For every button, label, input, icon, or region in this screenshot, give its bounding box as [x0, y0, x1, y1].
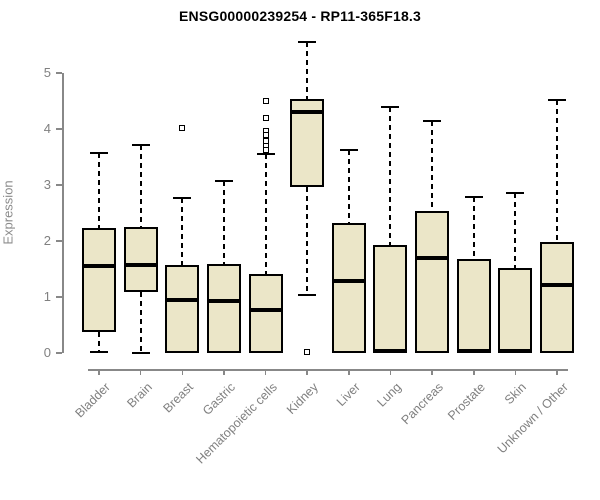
box-hematopoietic-cells-upper-cap: [256, 153, 275, 156]
box-skin-iqr-box: [498, 267, 533, 353]
y-tick: [56, 296, 62, 298]
box-skin-upper-cap: [506, 191, 525, 194]
chart-title: ENSG00000239254 - RP11-365F18.3: [178, 8, 422, 24]
box-pancreas-upper-cap: [423, 120, 442, 123]
box-bladder-upper-whisker: [98, 152, 100, 229]
box-pancreas-iqr-box: [415, 210, 450, 353]
box-lung-median-line: [373, 349, 408, 354]
y-tick: [56, 240, 62, 242]
x-tick: [514, 369, 517, 375]
box-hematopoietic-cells-outlier-point: [262, 98, 269, 104]
box-brain-upper-cap: [131, 144, 150, 147]
x-tick: [181, 369, 184, 375]
box-hematopoietic-cells-outlier-point: [262, 131, 269, 138]
x-tick: [389, 369, 392, 375]
y-tick: [56, 352, 62, 354]
y-tick-label: 1: [43, 289, 51, 304]
box-bladder-lower-cap: [90, 350, 108, 353]
box-liver-upper-cap: [339, 148, 358, 151]
box-kidney-upper-whisker: [306, 42, 309, 99]
box-breast-iqr-box: [165, 265, 200, 353]
box-unknown-other-iqr-box: [540, 242, 575, 353]
box-skin-upper-whisker: [514, 192, 517, 268]
box-breast-median-line: [165, 297, 200, 302]
box-gastric-median-line: [206, 298, 241, 303]
y-tick-label: 0: [43, 345, 51, 360]
y-tick-label: 5: [43, 65, 51, 80]
x-tick: [473, 369, 475, 375]
box-hematopoietic-cells-outlier-point: [262, 147, 269, 154]
box-hematopoietic-cells-upper-whisker: [264, 154, 267, 275]
x-tick: [223, 369, 225, 375]
box-breast-upper-cap: [173, 197, 192, 200]
box-liver-upper-whisker: [347, 149, 350, 224]
box-kidney-outlier-point: [304, 348, 311, 355]
box-gastric-upper-whisker: [222, 181, 225, 264]
x-tick: [556, 369, 558, 375]
x-tick: [306, 369, 308, 375]
x-tick: [264, 369, 267, 375]
box-gastric-upper-cap: [214, 180, 233, 183]
x-axis-line: [88, 369, 568, 371]
box-unknown-other-median-line: [540, 282, 575, 287]
box-pancreas-median-line: [415, 255, 450, 260]
y-axis-line: [62, 73, 64, 353]
box-gastric-iqr-box: [206, 263, 241, 353]
box-unknown-other-upper-cap: [548, 98, 567, 101]
box-prostate-upper-whisker: [472, 196, 475, 259]
box-brain-lower-whisker: [139, 291, 142, 353]
box-lung-upper-whisker: [389, 106, 392, 245]
y-tick: [56, 72, 62, 74]
box-hematopoietic-cells-outlier-point: [262, 114, 269, 121]
x-tick: [431, 369, 433, 375]
y-tick: [56, 128, 62, 130]
y-tick-label: 2: [43, 233, 51, 248]
box-bladder-median-line: [82, 264, 116, 269]
box-prostate-iqr-box: [456, 258, 491, 353]
box-pancreas-upper-whisker: [431, 121, 434, 211]
box-skin-median-line: [498, 349, 533, 354]
y-tick: [56, 184, 62, 186]
box-hematopoietic-cells-median-line: [248, 307, 283, 312]
x-tick: [139, 369, 142, 375]
y-tick-label: 4: [43, 121, 51, 136]
box-brain-iqr-box: [123, 227, 158, 292]
box-prostate-median-line: [456, 349, 491, 354]
box-liver-iqr-box: [331, 223, 366, 353]
box-bladder-iqr-box: [82, 228, 116, 333]
box-kidney-upper-cap: [298, 41, 317, 44]
x-tick: [348, 369, 350, 375]
box-breast-outlier-point: [179, 124, 186, 131]
box-brain-median-line: [123, 263, 158, 268]
box-kidney-lower-cap: [298, 293, 317, 296]
box-brain-lower-cap: [131, 352, 150, 354]
box-unknown-other-upper-whisker: [556, 99, 559, 243]
box-hematopoietic-cells-iqr-box: [248, 274, 283, 353]
box-bladder-lower-whisker: [98, 332, 100, 352]
box-kidney-lower-whisker: [306, 187, 309, 295]
box-bladder-upper-cap: [90, 151, 108, 154]
box-lung-upper-cap: [381, 105, 400, 108]
box-lung-iqr-box: [373, 244, 408, 353]
box-kidney-median-line: [290, 110, 325, 115]
x-tick: [98, 369, 100, 375]
y-tick-label: 3: [43, 177, 51, 192]
box-brain-upper-whisker: [139, 145, 142, 227]
box-liver-median-line: [331, 279, 366, 284]
box-breast-upper-whisker: [181, 198, 184, 266]
box-prostate-upper-cap: [464, 195, 483, 198]
